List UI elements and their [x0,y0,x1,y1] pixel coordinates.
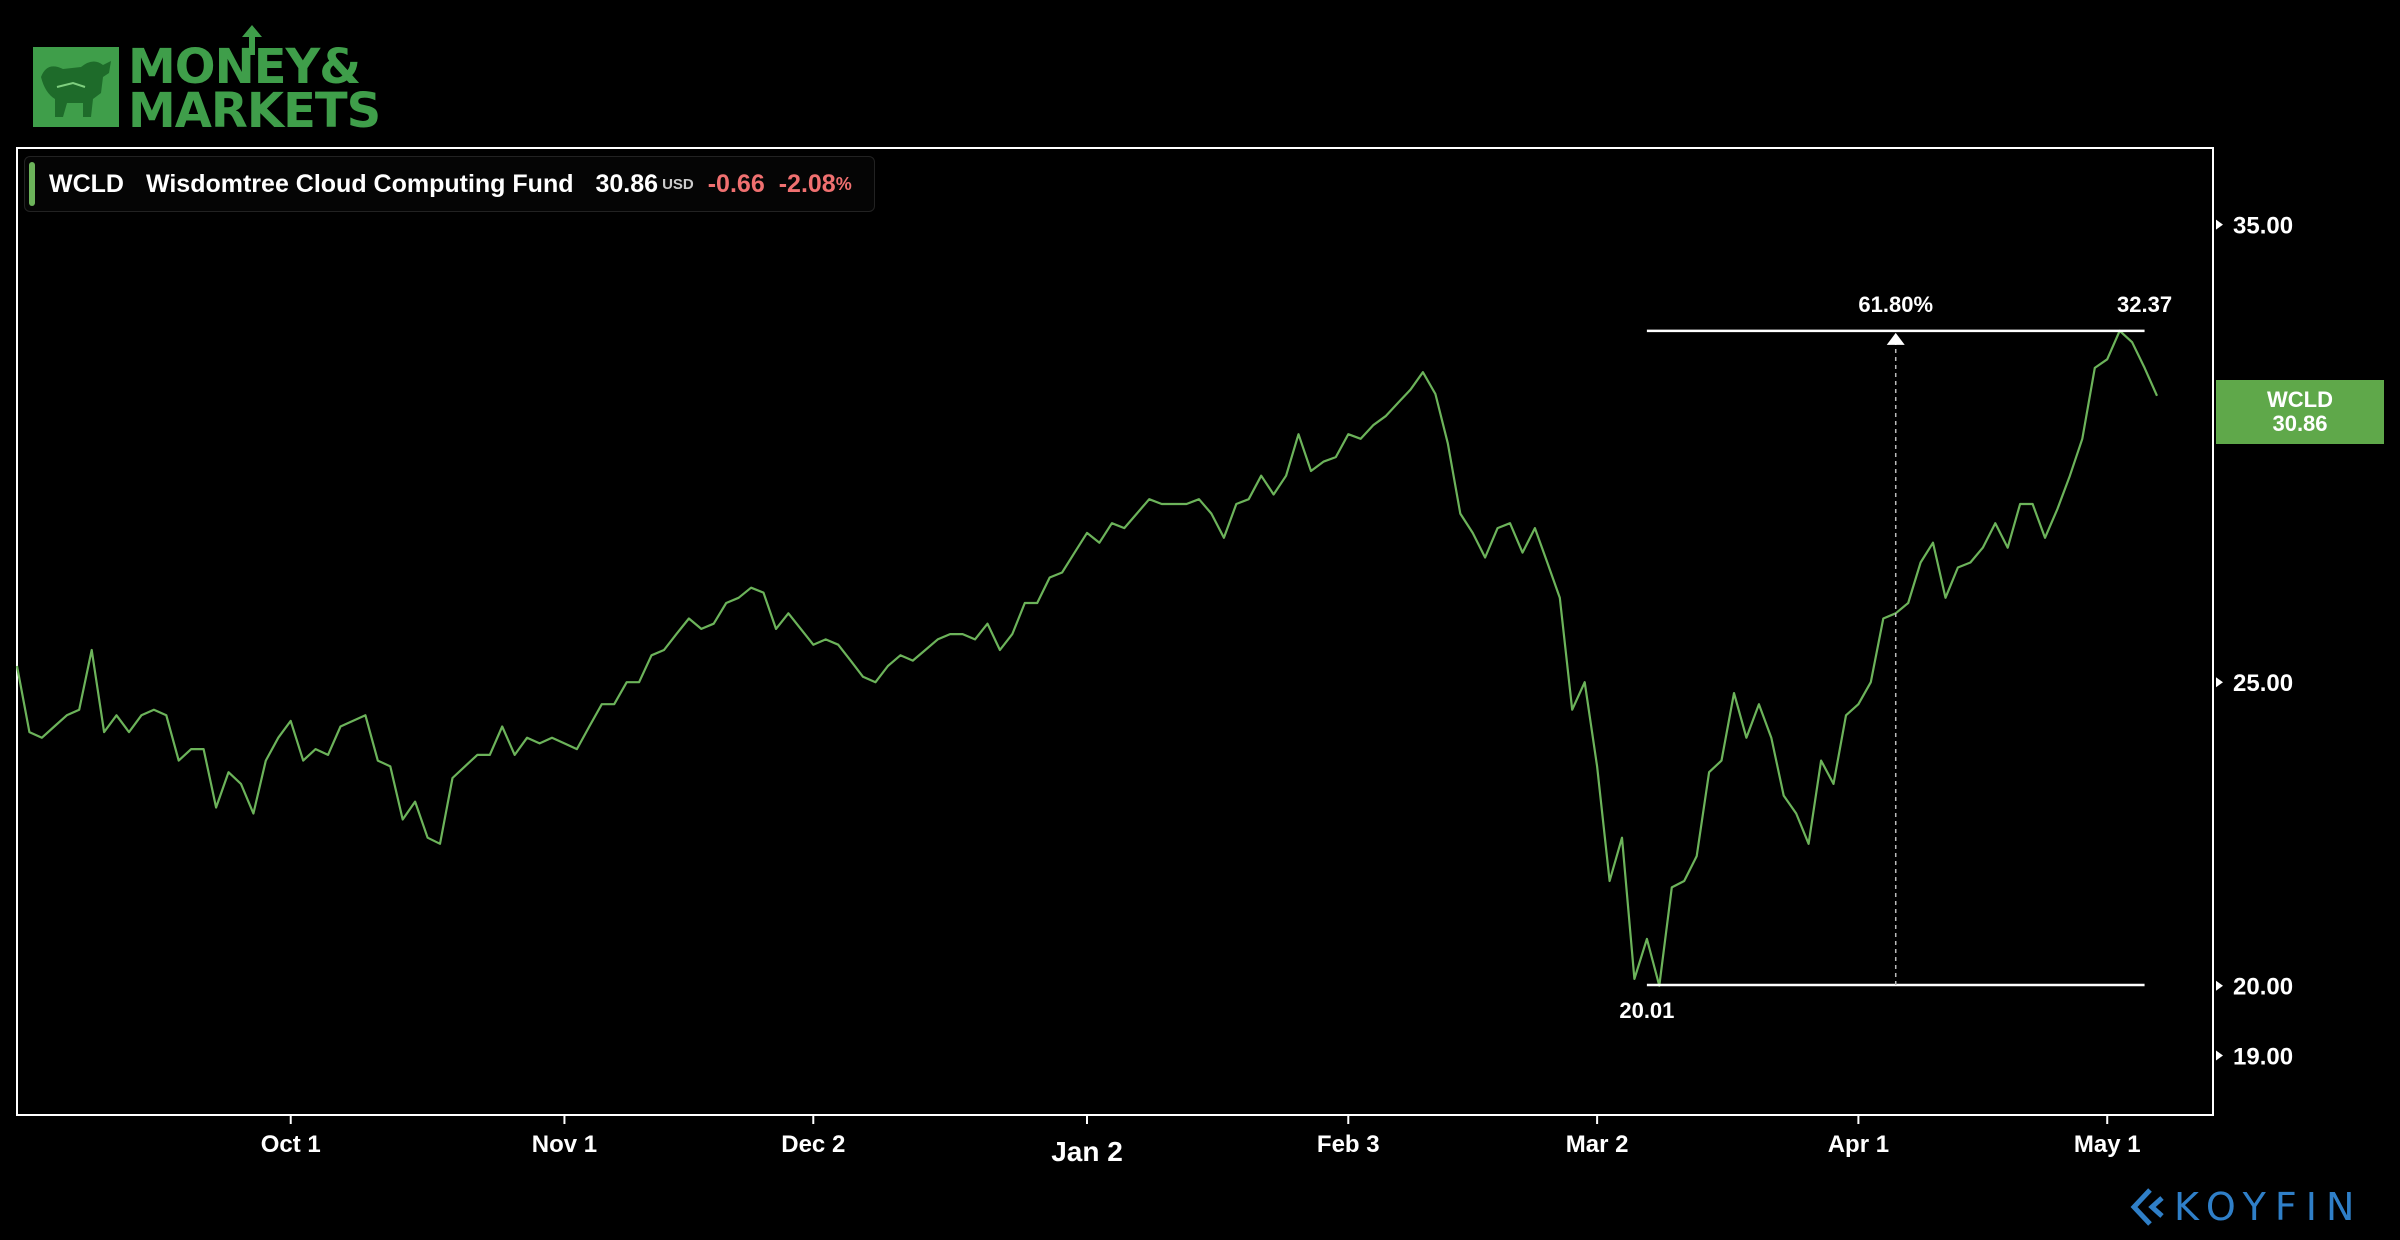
x-tick-label: Nov 1 [532,1131,597,1158]
percent-sign: % [835,173,852,194]
last-price: 30.86 [595,169,659,198]
logo-arrow-icon [242,25,262,55]
fib-percent-label: 61.80% [1858,292,1933,317]
x-tick-label: Dec 2 [781,1131,845,1158]
fib-arrow-icon [1886,332,1905,345]
x-tick-label: Feb 3 [1317,1131,1380,1158]
ticker-symbol: WCLD [49,169,124,198]
price-change: -0.66 [707,169,765,198]
x-tick-label: Mar 2 [1566,1131,1629,1158]
y-tick-label: 20.00 [2233,974,2293,1001]
last-price-tag: WCLD 30.86 [2216,380,2384,444]
x-tick-label: Jan 2 [1051,1136,1123,1167]
last-price-tag-symbol: WCLD [2267,386,2333,412]
last-price-tag-value: 30.86 [2272,411,2328,436]
y-tick-label: 35.00 [2233,213,2293,240]
x-tick-label: May 1 [2074,1131,2141,1158]
logo-word-money: MONEY& [128,39,361,95]
series-color-bar [29,162,35,206]
quote-header[interactable]: WCLD Wisdomtree Cloud Computing Fund 30.… [24,156,875,212]
currency-label: USD [662,175,694,193]
price-change-percent: -2.08 [778,169,836,198]
y-tick-mark [2216,219,2223,230]
high-value-label: 32.37 [2117,292,2172,317]
money-and-markets-logo: MONEY& MARKETS [33,25,381,135]
x-tick-label: Apr 1 [1828,1131,1889,1158]
y-tick-mark [2216,980,2223,991]
fund-name: Wisdomtree Cloud Computing Fund [145,169,574,198]
y-tick-mark [2216,677,2223,688]
y-tick-label: 25.00 [2233,670,2293,697]
y-tick-label: 19.00 [2233,1043,2293,1070]
x-tick-label: Oct 1 [261,1131,321,1158]
koyfin-watermark: KOYFIN [2130,1185,2363,1229]
koyfin-chevron-icon [2130,1188,2164,1226]
low-value-label: 20.01 [1619,998,1674,1023]
plot-area [16,147,2214,1116]
price-line [15,329,2159,987]
logo-word-markets: MARKETS [128,83,381,139]
koyfin-wordmark: KOYFIN [2174,1185,2364,1229]
y-tick-mark [2216,1050,2223,1061]
bull-icon [33,47,119,127]
